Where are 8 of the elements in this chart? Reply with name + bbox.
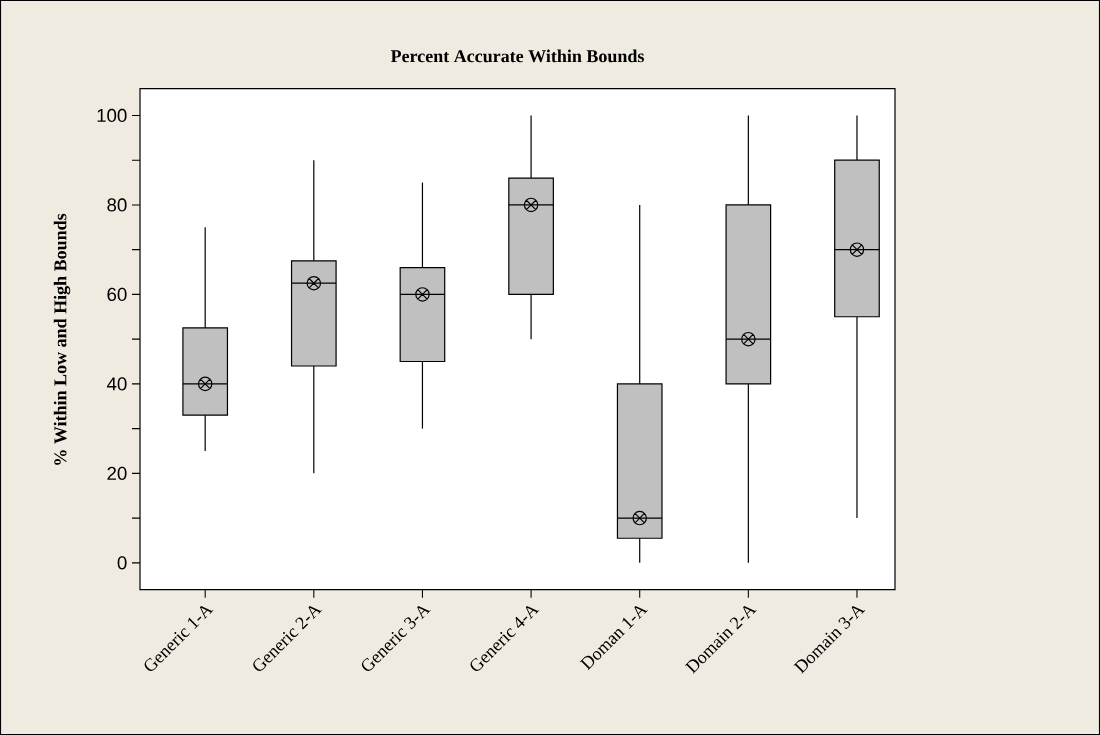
y-axis-title: % Within Low and High Bounds bbox=[53, 213, 71, 465]
y-tick-label: 0 bbox=[117, 556, 127, 570]
chart-title: Percent Accurate Within Bounds bbox=[390, 49, 644, 63]
y-tick-label: 40 bbox=[106, 377, 127, 391]
y-tick-label: 60 bbox=[107, 287, 127, 302]
y-tick-label: 80 bbox=[107, 198, 127, 212]
y-tick-label: 20 bbox=[107, 466, 127, 480]
y-tick-label: 100 bbox=[97, 108, 127, 123]
